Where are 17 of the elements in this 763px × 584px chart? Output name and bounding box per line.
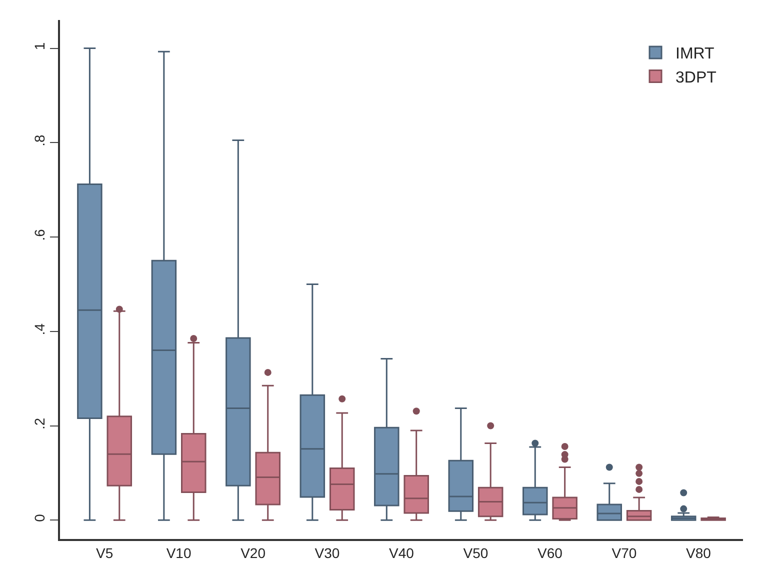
x-tick-label: V80 — [686, 544, 712, 561]
y-tick-label: .6 — [31, 228, 48, 241]
y-tick-label: .2 — [31, 418, 48, 430]
legend-label: IMRT — [676, 46, 715, 63]
x-tick-label: V50 — [463, 544, 488, 561]
x-tick-label: V10 — [166, 544, 192, 561]
x-tick-label: V70 — [612, 544, 637, 561]
y-tick-label: 0 — [31, 514, 48, 522]
x-tick-label: V5 — [96, 544, 114, 561]
x-tick-label: V40 — [389, 544, 414, 561]
legend-label: 3DPT — [676, 70, 717, 87]
y-tick-label: .8 — [31, 134, 48, 146]
y-tick-label: 1 — [31, 42, 48, 50]
x-tick-label: V60 — [538, 544, 563, 561]
x-tick-label: V30 — [314, 544, 340, 561]
y-tick-label: .4 — [31, 323, 48, 336]
x-tick-label: V20 — [240, 544, 266, 561]
